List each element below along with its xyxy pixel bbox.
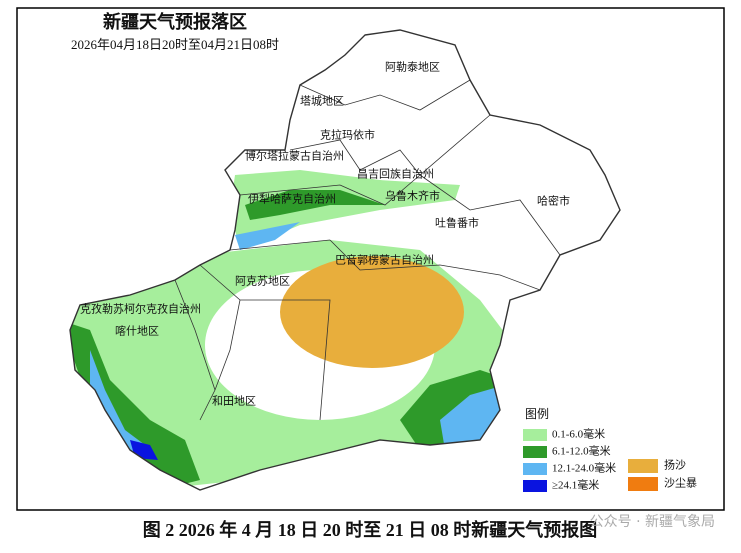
region-label: 博尔塔拉蒙古自治州 [245,149,344,163]
legend-swatch [523,446,547,458]
legend: 图例 0.1-6.0毫米 6.1-12.0毫米 12.1-24.0毫米 ≥24.… [523,407,697,492]
region-borders [174,79,561,421]
legend-swatch [523,480,547,492]
zone-heavy-rain [235,222,300,250]
legend-swatch [628,459,658,473]
region-label: 阿勒泰地区 [385,60,440,74]
region-label: 克拉玛依市 [320,128,375,142]
legend-label: 12.1-24.0毫米 [552,461,616,475]
legend-label: 0.1-6.0毫米 [552,427,605,441]
subtitle: 2026年04月18日20时至04月21日08时 [71,37,279,52]
region-label: 喀什地区 [115,325,159,338]
legend-label: 沙尘暴 [664,477,697,490]
region-label: 巴音郭楞蒙古自治州 [335,253,434,267]
zone-moderate-rain [70,320,200,490]
region-label: 哈密市 [537,194,570,208]
region-label: 吐鲁番市 [435,216,479,230]
caption: 图 2 2026 年 4 月 18 日 20 时至 21 日 08 时新疆天气预… [143,519,598,540]
region-label: 和田地区 [212,395,256,408]
legend-label: 6.1-12.0毫米 [552,444,611,458]
legend-swatch [523,463,547,475]
region-labels: 阿勒泰地区 塔城地区 克拉玛依市 博尔塔拉蒙古自治州 昌吉回族自治州 伊犁哈萨克… [80,60,570,408]
legend-title: 图例 [525,407,549,421]
region-label: 塔城地区 [300,95,344,108]
region-label: 阿克苏地区 [235,275,290,288]
legend-swatch [628,477,658,491]
zone-blowing-sand [280,256,464,368]
legend-label: 扬沙 [664,458,686,472]
region-label: 昌吉回族自治州 [357,167,434,181]
legend-label: ≥24.1毫米 [552,478,599,492]
title: 新疆天气预报落区 [103,11,247,32]
watermark: 公众号 · 新疆气象局 [590,514,715,530]
legend-swatch [523,429,547,441]
zone-moderate-rain [245,190,385,220]
region-label: 克孜勒苏柯尔克孜自治州 [80,302,201,316]
region-label: 伊犁哈萨克自治州 [248,192,336,206]
region-label: 乌鲁木齐市 [385,189,440,203]
